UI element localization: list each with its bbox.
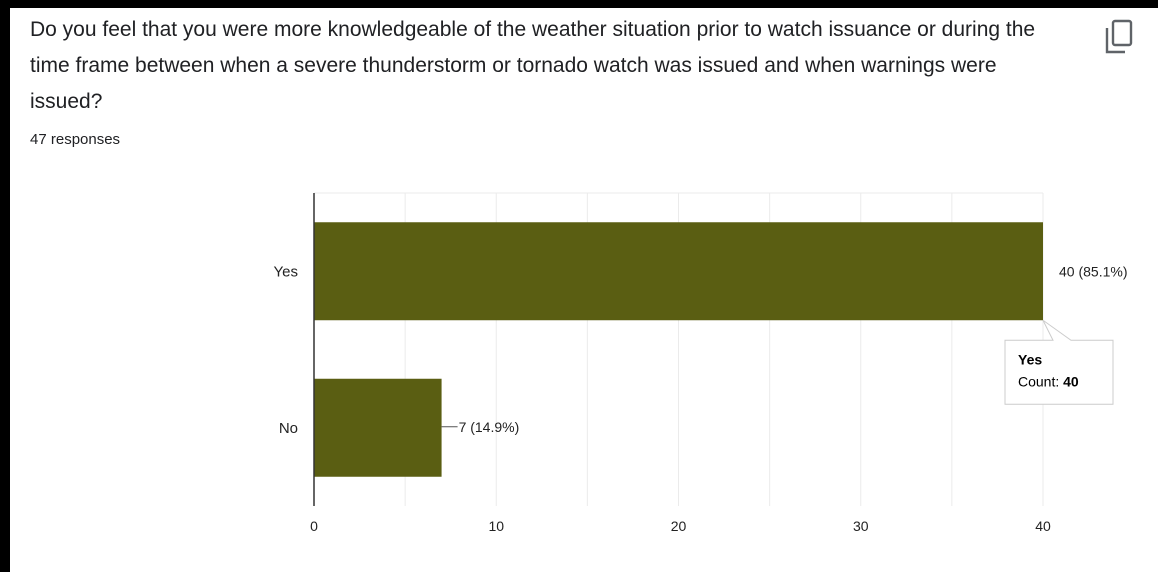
question-card: Do you feel that you were more knowledge… xyxy=(10,8,1158,572)
data-label-no: 7 (14.9%) xyxy=(459,419,520,435)
data-label-yes: 40 (85.1%) xyxy=(1059,263,1127,279)
x-tick-label: 30 xyxy=(853,518,869,534)
bar-yes xyxy=(314,222,1043,321)
x-tick-label: 10 xyxy=(488,518,504,534)
copy-chart-button[interactable] xyxy=(1103,18,1137,58)
category-label-yes: Yes xyxy=(274,263,298,280)
question-title: Do you feel that you were more knowledge… xyxy=(30,18,1036,113)
category-label-no: No xyxy=(279,420,298,437)
response-count: 47 responses xyxy=(30,131,121,148)
copy-icon xyxy=(1105,19,1133,54)
tooltip-category: Yes xyxy=(1018,351,1042,367)
tooltip-count: Count: 40 xyxy=(1018,373,1079,389)
x-tick-label: 40 xyxy=(1035,518,1051,534)
bar-no xyxy=(314,378,442,477)
tooltip-box xyxy=(1004,319,1114,405)
x-tick-label: 20 xyxy=(671,518,687,534)
bar-chart: Yes 40 (85.1%) No 7 (14.9%) 0 10 20 30 40 Yes Coun… xyxy=(274,192,1127,534)
x-tick-label: 0 xyxy=(310,518,318,534)
